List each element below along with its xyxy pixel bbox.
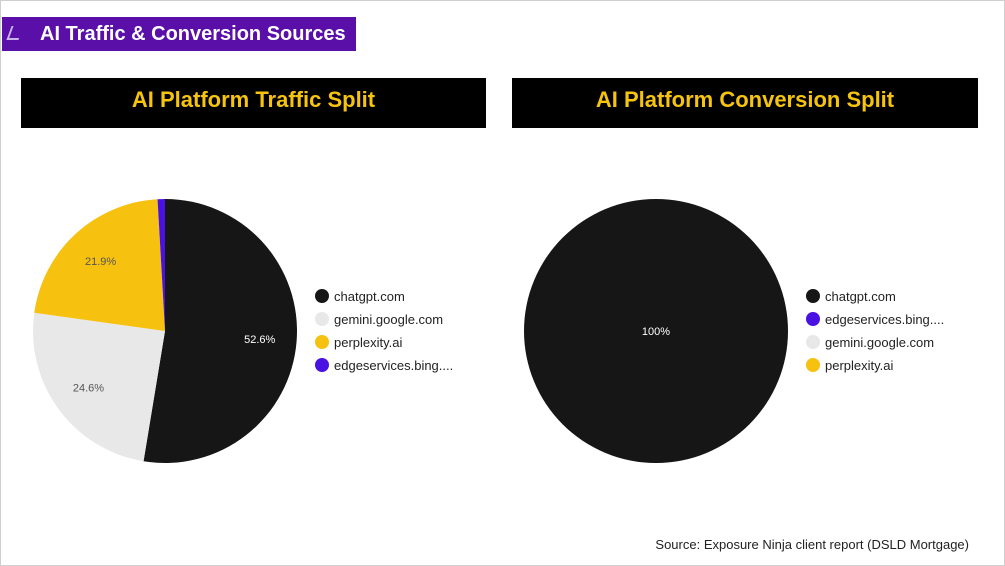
traffic-slice-label: 52.6% — [244, 334, 275, 346]
conversion-slice-chatgpt-com[interactable] — [524, 199, 788, 463]
traffic-legend-label[interactable]: gemini.google.com — [334, 312, 443, 327]
traffic-legend-swatch — [315, 358, 329, 372]
conversion-slice-label: 100% — [642, 326, 670, 338]
conversion-legend-label[interactable]: chatgpt.com — [825, 289, 896, 304]
conversion-legend-swatch — [806, 335, 820, 349]
traffic-legend-label[interactable]: perplexity.ai — [334, 335, 403, 350]
conversion-legend-swatch — [806, 312, 820, 326]
traffic-slice-edgeservices-bing[interactable] — [157, 199, 165, 331]
traffic-slice-label: 21.9% — [85, 256, 116, 268]
traffic-slice-perplexity-ai[interactable] — [34, 199, 165, 331]
page-title-badge: AI Traffic & Conversion Sources — [2, 17, 356, 51]
traffic-legend-swatch — [315, 312, 329, 326]
conversion-chart-title: AI Platform Conversion Split — [512, 78, 978, 128]
conversion-legend-label[interactable]: perplexity.ai — [825, 358, 894, 373]
traffic-legend-label[interactable]: chatgpt.com — [334, 289, 405, 304]
traffic-legend-swatch — [315, 335, 329, 349]
conversion-legend-label[interactable]: edgeservices.bing.... — [825, 312, 944, 327]
source-note: Source: Exposure Ninja client report (DS… — [655, 537, 969, 552]
traffic-legend-swatch — [315, 289, 329, 303]
traffic-slice-label: 24.6% — [73, 382, 104, 394]
conversion-legend-swatch — [806, 358, 820, 372]
traffic-slice-gemini-google-com[interactable] — [32, 312, 165, 462]
conversion-legend-label[interactable]: gemini.google.com — [825, 335, 934, 350]
traffic-chart-title: AI Platform Traffic Split — [21, 78, 486, 128]
traffic-legend-label[interactable]: edgeservices.bing.... — [334, 358, 453, 373]
conversion-legend-swatch — [806, 289, 820, 303]
page-title: AI Traffic & Conversion Sources — [40, 23, 346, 45]
traffic-slice-chatgpt-com[interactable] — [143, 199, 297, 463]
